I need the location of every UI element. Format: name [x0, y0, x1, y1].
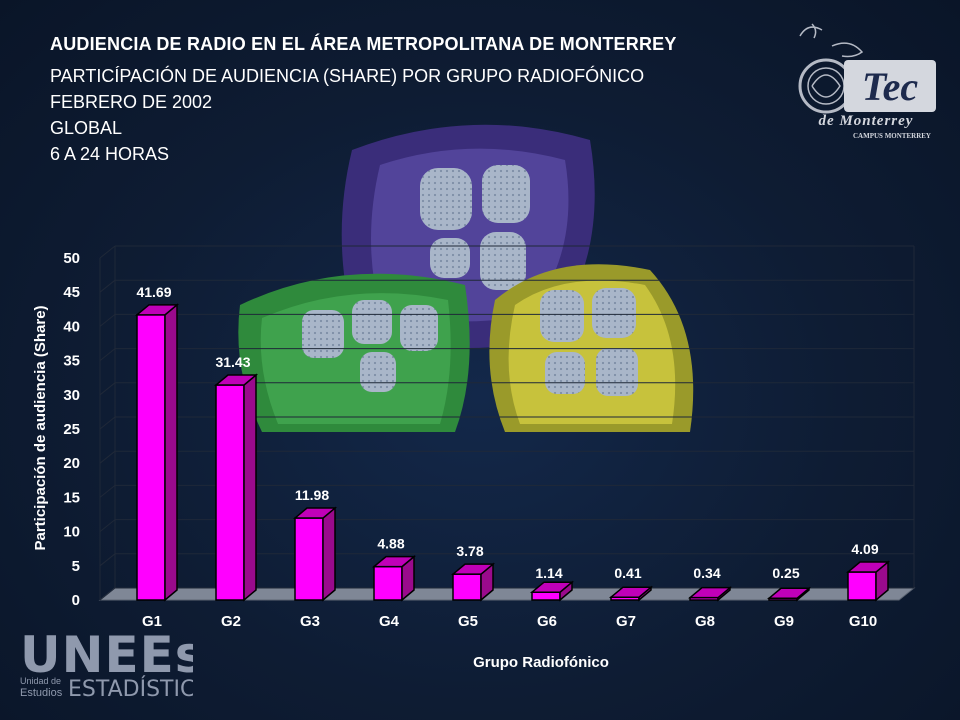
uneest-logo-word: UNEEsT: [20, 626, 193, 684]
bar-G7: [608, 585, 654, 602]
gridline-diagonal: [99, 553, 116, 567]
gridline-diagonal: [99, 416, 116, 430]
data-label: 0.34: [693, 565, 720, 581]
bar-G2: [213, 373, 259, 602]
bar-top: [134, 304, 180, 316]
chart-scope: GLOBAL: [50, 118, 123, 138]
bar-G9: [766, 586, 812, 602]
y-tick-label: 25: [63, 421, 80, 438]
gridline-diagonal: [99, 485, 116, 498]
data-label: 4.88: [377, 536, 404, 552]
chart-period: FEBRERO DE 2002: [50, 92, 213, 112]
green-radio-illustration: [238, 273, 470, 432]
bar-top: [845, 561, 891, 573]
uneest-logo-small1: Unidad de: [20, 676, 61, 686]
data-label: 0.25: [772, 565, 799, 581]
x-axis-title: Grupo Radiofónico: [473, 654, 609, 671]
gridline-diagonal: [99, 382, 116, 396]
bar-top: [766, 587, 812, 600]
bar-side: [243, 373, 257, 602]
tec-de-monterrey-logo: Tec de Monterrey CAMPUS MONTERREY: [798, 23, 936, 140]
data-label: 3.78: [456, 543, 483, 559]
x-tick-label: G5: [458, 613, 478, 630]
bar-top: [371, 555, 417, 568]
data-label: 31.43: [215, 354, 250, 370]
bar-front: [531, 591, 561, 601]
data-label: 0.41: [614, 565, 641, 581]
tec-logo-word: Tec: [862, 64, 919, 109]
bar-front: [452, 573, 482, 601]
x-tick-label: G1: [142, 613, 162, 630]
y-tick-label: 15: [63, 489, 80, 506]
bar-G4: [371, 555, 417, 602]
gridline-diagonal: [99, 348, 116, 361]
bar-G5: [450, 562, 496, 602]
bar-G8: [687, 586, 733, 602]
x-tick-label: G10: [849, 613, 877, 630]
x-axis-ticks: G1 G2 G3 G4 G5 G6 G7 G8 G9 G10: [142, 613, 877, 630]
y-tick-label: 50: [63, 250, 80, 267]
gridline-diagonal: [99, 314, 116, 327]
data-label: 41.69: [136, 284, 171, 300]
x-tick-label: G7: [616, 613, 636, 630]
bar-G1: [134, 303, 180, 602]
uneest-logo: UNEEsT Unidad de Estudios ESTADÍSTICOS: [20, 626, 193, 702]
bar-front: [373, 565, 403, 601]
y-axis-title: Participación de audiencia (Share): [32, 305, 49, 550]
bar-front: [847, 571, 877, 601]
y-tick-label: 10: [63, 524, 80, 541]
bar-top: [292, 507, 338, 519]
bar-G3: [292, 506, 338, 602]
x-tick-label: G8: [695, 613, 715, 630]
y-axis-ticks: 0 5 10 15 20 25 30 35 40 45 50: [63, 250, 80, 609]
data-label: 1.14: [535, 565, 562, 581]
gridline-diagonal: [99, 245, 116, 259]
y-tick-label: 40: [63, 318, 80, 335]
chart-bars: [134, 303, 891, 602]
chart-hours: 6 A 24 HORAS: [50, 144, 170, 164]
chart-subtitle: PARTICÍPACIÓN DE AUDIENCIA (SHARE) POR G…: [50, 66, 645, 86]
bar-top: [687, 586, 733, 599]
chart-title: AUDIENCIA DE RADIO EN EL ÁREA METROPOLIT…: [50, 34, 677, 54]
gridline-diagonal: [99, 587, 116, 601]
bar-side: [164, 303, 178, 602]
bar-top: [608, 586, 654, 598]
y-tick-label: 0: [72, 592, 80, 609]
uneest-logo-big: ESTADÍSTICOS: [68, 676, 193, 702]
y-tick-label: 5: [72, 558, 80, 575]
uneest-logo-small2: Estudios: [20, 687, 63, 699]
tec-logo-line2: de Monterrey: [819, 113, 914, 129]
y-tick-label: 35: [63, 353, 80, 370]
bar-G10: [845, 560, 891, 602]
y-tick-label: 45: [63, 284, 80, 301]
x-tick-label: G9: [774, 613, 794, 630]
x-tick-label: G3: [300, 613, 320, 630]
bar-top: [213, 374, 259, 386]
data-labels: 41.69 31.43 11.98 4.88 3.78 1.14 0.41 0.34 0.25 4…: [136, 284, 878, 581]
bar-top: [529, 581, 575, 593]
data-label: 11.98: [295, 487, 329, 503]
bar-G6: [529, 580, 575, 602]
x-tick-label: G4: [379, 613, 400, 630]
bar-top: [450, 563, 496, 575]
data-label: 4.09: [851, 541, 878, 557]
gridline-diagonal: [99, 450, 116, 464]
tec-logo-campus: CAMPUS MONTERREY: [853, 132, 931, 140]
bar-front: [136, 314, 166, 601]
gridline-diagonal: [99, 279, 116, 293]
yellow-radio-illustration: [489, 264, 694, 432]
bar-front: [215, 384, 245, 601]
gridline-diagonal: [99, 519, 116, 532]
y-tick-label: 20: [63, 455, 80, 472]
bar-side: [322, 506, 336, 602]
x-tick-label: G6: [537, 613, 557, 630]
x-tick-label: G2: [221, 613, 241, 630]
y-tick-label: 30: [63, 387, 80, 404]
bar-front: [294, 517, 324, 601]
